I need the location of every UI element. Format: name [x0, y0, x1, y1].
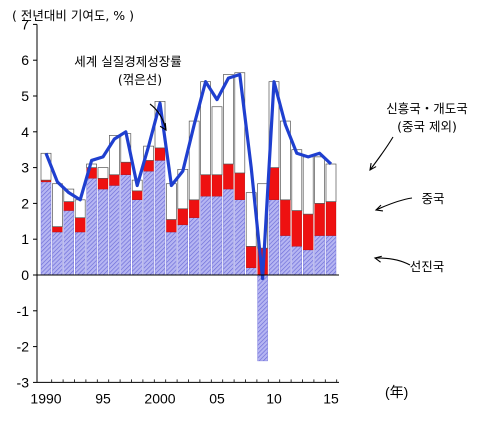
- bar-advanced-2014: [314, 235, 325, 276]
- bar-china-2003: [189, 199, 200, 218]
- axes: -3 -2 -1 0 1 2 3 4 5 6 7 1990 95 2000 05 10 15: [17, 16, 339, 406]
- emerging-label: 신흥국・개도국: [386, 101, 468, 116]
- y-tick-label: -1: [17, 303, 30, 319]
- bar-china-2014: [314, 203, 325, 236]
- bar-advanced-2000: [154, 160, 166, 276]
- bar-emerging-1996: [109, 135, 120, 176]
- bar-china-2010: [268, 167, 280, 200]
- bar-emerging-2001: [166, 183, 177, 220]
- bar-china-2008: [246, 246, 257, 268]
- bar-china-2007: [234, 172, 245, 200]
- y-tick-label: -2: [17, 339, 30, 355]
- bar-advanced-1999: [143, 170, 154, 276]
- bar-advanced-1997: [120, 174, 132, 276]
- bar-advanced-2010: [268, 199, 280, 276]
- china-label: 중국: [421, 191, 444, 206]
- bar-advanced-2002: [177, 224, 189, 276]
- bar-china-1993: [75, 217, 86, 233]
- bar-advanced-1992: [63, 210, 74, 276]
- bar-advanced-2001: [166, 231, 177, 276]
- x-tick-label: 15: [323, 390, 339, 406]
- y-tick-label: 6: [21, 52, 29, 68]
- bar-advanced-2013: [303, 249, 314, 276]
- line-layer: [44, 72, 333, 281]
- bar-advanced-1990: [40, 181, 52, 276]
- y-tick-label: 3: [21, 160, 29, 176]
- bar-china-1995: [97, 178, 109, 190]
- bar-china-2004: [200, 174, 211, 197]
- bar-emerging-2014: [314, 156, 325, 204]
- bar-advanced-1994: [86, 178, 97, 276]
- bar-emerging-1995: [97, 167, 109, 179]
- bar-china-2012: [291, 210, 302, 247]
- year-suffix-label: (年): [385, 384, 408, 400]
- bar-china-1997: [120, 162, 131, 175]
- bar-china-1998: [132, 190, 143, 200]
- bar-china-2015: [325, 201, 337, 236]
- bar-china-1992: [63, 201, 74, 211]
- bar-china-1996: [109, 174, 120, 186]
- x-tick-label: 2000: [144, 390, 175, 406]
- bar-advanced-2009: [257, 274, 268, 362]
- bar-emerging-2012: [291, 149, 303, 211]
- x-tick-label: 95: [95, 390, 111, 406]
- world-growth-label: 세계 실질경제성장률: [74, 54, 181, 69]
- emerging-sublabel: (중국 제외): [397, 119, 457, 134]
- bar-advanced-2012: [291, 246, 302, 276]
- china-arrow-head: [374, 204, 384, 212]
- emerging-arrow-head: [369, 163, 377, 172]
- advanced-label: 선진국: [410, 259, 445, 274]
- world-growth-line: [44, 72, 333, 281]
- bar-advanced-1991: [52, 231, 63, 276]
- bar-china-2000: [154, 147, 166, 161]
- bar-advanced-2015: [325, 235, 337, 276]
- bar-china-2013: [303, 213, 314, 251]
- bar-advanced-2004: [200, 196, 211, 276]
- bar-advanced-2008: [245, 267, 257, 276]
- china-arrow: [375, 197, 413, 211]
- bar-emerging-2007: [234, 72, 246, 174]
- bar-advanced-1996: [109, 185, 120, 276]
- y-tick-label: 2: [21, 195, 29, 211]
- y-tick-label: -3: [17, 374, 30, 390]
- bar-emerging-1991: [52, 183, 63, 228]
- bar-emerging-2013: [302, 156, 314, 215]
- bar-china-2001: [166, 219, 177, 233]
- bar-china-2005: [211, 174, 223, 197]
- y-tick-label: 4: [21, 124, 29, 140]
- bar-advanced-1995: [97, 188, 109, 276]
- label-layer: ( 전년대비 기여도, % ) 세계 실질경제성장률 (꺾은선) 신흥국・개도국…: [12, 8, 468, 400]
- world-growth-sublabel: (꺾은선): [118, 72, 162, 87]
- annotation-arrows: [149, 103, 413, 266]
- bar-advanced-2011: [280, 235, 291, 276]
- bar-advanced-2007: [234, 199, 246, 276]
- x-tick-label: 10: [266, 390, 282, 406]
- bar-emerging-2006: [223, 74, 234, 165]
- unit-label: ( 전년대비 기여도, % ): [12, 8, 134, 23]
- bar-emerging-2015: [325, 163, 337, 202]
- x-tick-label: 1990: [30, 390, 61, 406]
- bar-china-1991: [52, 226, 63, 233]
- bar-emerging-1993: [74, 199, 86, 219]
- bar-china-2006: [223, 163, 234, 190]
- bar-china-2002: [177, 208, 188, 226]
- bar-advanced-2006: [223, 188, 234, 276]
- y-tick-label: 0: [21, 267, 29, 283]
- bar-advanced-2003: [188, 217, 200, 276]
- emerging-arrow: [369, 136, 394, 171]
- y-tick-label: 5: [21, 88, 29, 104]
- bar-emerging-2005: [211, 106, 223, 176]
- bar-advanced-2005: [211, 196, 223, 276]
- x-tick-label: 05: [209, 390, 225, 406]
- bar-layer: [40, 72, 337, 362]
- advanced-arrow-head: [373, 255, 382, 263]
- bar-advanced-1998: [131, 199, 143, 276]
- bar-china-2011: [280, 199, 291, 236]
- bar-advanced-1993: [74, 231, 86, 276]
- advanced-arrow: [374, 257, 411, 266]
- world-line-arrow-head: [159, 122, 167, 132]
- y-tick-label: 7: [21, 16, 29, 32]
- y-tick-label: 1: [21, 231, 29, 247]
